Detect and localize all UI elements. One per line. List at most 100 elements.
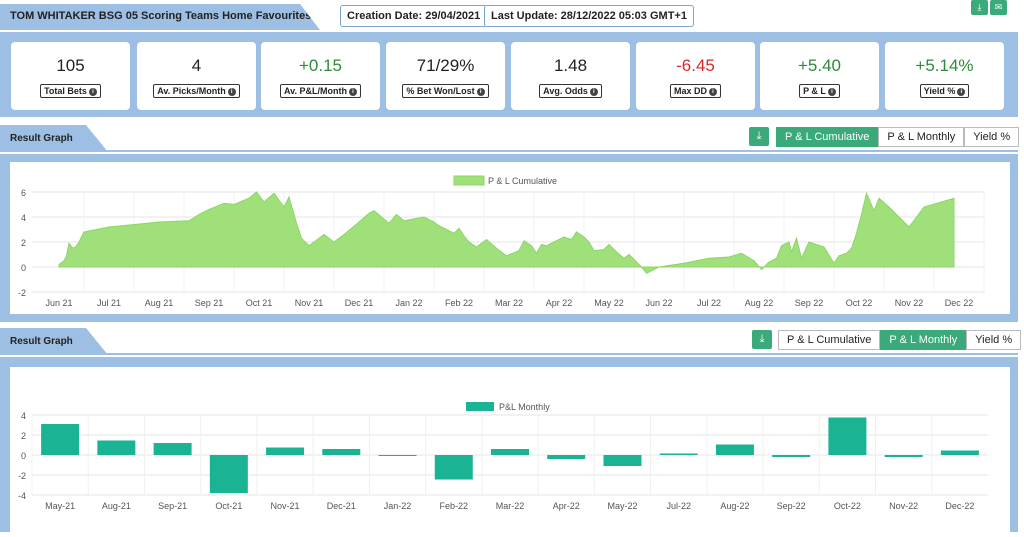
stat-card: 71/29% % Bet Won/Lost i (386, 42, 505, 110)
y-tick-label: -4 (18, 491, 26, 501)
chart-type-toggle-2[interactable]: P & L Cumulative P & L Monthly Yield % (778, 330, 1022, 350)
y-tick-label: 2 (21, 238, 26, 248)
tab-pl-cumulative[interactable]: P & L Cumulative (776, 127, 879, 147)
y-tick-label: -2 (18, 471, 26, 481)
stat-card: +5.14% Yield % i (885, 42, 1004, 110)
stat-label[interactable]: Avg. Odds i (539, 84, 602, 98)
result-graph-title: Result Graph (0, 125, 108, 152)
stat-value: 1.48 (553, 56, 588, 75)
y-tick-label: 0 (21, 263, 26, 273)
x-tick-label: Feb 22 (445, 298, 473, 308)
bar (659, 453, 698, 455)
stat-value: -6.45 (676, 56, 715, 75)
x-tick-label: Jul 22 (697, 298, 721, 308)
y-tick-label: 6 (21, 188, 26, 198)
stat-label-text: Total Bets (44, 86, 87, 96)
stat-label-text: Yield % (923, 86, 956, 96)
download-chart-button-2[interactable]: ⤓ (752, 330, 772, 349)
x-tick-label: May-22 (607, 501, 637, 511)
bar (434, 455, 473, 480)
bar (266, 447, 305, 455)
bar (322, 449, 361, 455)
x-tick-label: Oct-21 (215, 501, 242, 511)
y-tick-label: 4 (21, 213, 26, 223)
stat-label[interactable]: Yield % i (919, 84, 970, 98)
x-tick-label: Aug 21 (145, 298, 174, 308)
bar (153, 443, 192, 455)
stat-label-text: Av. P&L/Month (284, 86, 347, 96)
y-tick-label: -2 (18, 288, 26, 298)
envelope-icon[interactable]: ✉ (990, 0, 1007, 15)
x-tick-label: Sep 21 (195, 298, 224, 308)
stat-label-text: Max DD (673, 86, 707, 96)
bar (547, 455, 586, 459)
info-icon: i (709, 87, 717, 96)
stat-value: +0.15 (298, 56, 342, 75)
stat-card: -6.45 Max DD i (636, 42, 755, 110)
x-tick-label: Jul-22 (666, 501, 691, 511)
tab-yield[interactable]: Yield % (964, 127, 1020, 147)
download-icon[interactable]: ⤓ (971, 0, 988, 15)
x-tick-label: Aug 22 (745, 298, 774, 308)
chart-type-toggle-1[interactable]: P & L Cumulative P & L Monthly Yield % (776, 127, 1020, 147)
x-tick-label: Oct 21 (246, 298, 273, 308)
bar (772, 455, 811, 457)
result-graph-title-2: Result Graph (0, 328, 108, 355)
x-tick-label: Aug-22 (720, 501, 749, 511)
stat-value: 71/29% (416, 56, 475, 75)
stat-card: +0.15 Av. P&L/Month i (261, 42, 380, 110)
stat-card: 1.48 Avg. Odds i (511, 42, 630, 110)
tab-pl-monthly-2[interactable]: P & L Monthly (880, 330, 967, 350)
stat-value: 105 (56, 56, 85, 75)
x-tick-label: Jul 21 (97, 298, 121, 308)
last-update: Last Update: 28/12/2022 05:03 GMT+1 (484, 5, 694, 27)
download-chart-button[interactable]: ⤓ (749, 127, 769, 146)
info-icon: i (957, 87, 966, 96)
stat-label[interactable]: Max DD i (669, 84, 721, 98)
x-tick-label: Sep-21 (158, 501, 187, 511)
series-area (58, 191, 955, 274)
x-tick-label: May-21 (45, 501, 75, 511)
x-tick-label: Apr 22 (546, 298, 573, 308)
bar (209, 455, 248, 493)
info-icon: i (827, 87, 836, 96)
info-icon: i (227, 87, 236, 96)
x-tick-label: Jan 22 (395, 298, 422, 308)
x-tick-label: Feb-22 (439, 501, 468, 511)
x-tick-label: Oct 22 (846, 298, 873, 308)
bar (378, 455, 417, 456)
stat-label[interactable]: % Bet Won/Lost i (402, 84, 489, 98)
x-tick-label: Dec 21 (345, 298, 374, 308)
y-tick-label: 0 (21, 451, 26, 461)
bar (603, 455, 642, 466)
stat-value: +5.40 (797, 56, 841, 75)
tab-pl-cumulative-2[interactable]: P & L Cumulative (778, 330, 881, 350)
x-tick-label: Aug-21 (102, 501, 131, 511)
tab-pl-monthly[interactable]: P & L Monthly (878, 127, 965, 147)
stat-label[interactable]: Av. P&L/Month i (280, 84, 361, 98)
x-tick-label: May 22 (594, 298, 624, 308)
x-tick-label: Dec-21 (327, 501, 356, 511)
legend-label: P&L Monthly (499, 402, 550, 412)
tab-yield-2[interactable]: Yield % (966, 330, 1022, 350)
stat-label-text: Avg. Odds (543, 86, 588, 96)
info-icon: i (88, 87, 97, 96)
x-tick-label: Mar-22 (496, 501, 525, 511)
bar (97, 440, 136, 455)
x-tick-label: Dec-22 (945, 501, 974, 511)
stat-label[interactable]: Av. Picks/Month i (153, 84, 240, 98)
section-divider-2 (0, 353, 1018, 355)
stat-card: 105 Total Bets i (11, 42, 130, 110)
x-tick-label: Mar 22 (495, 298, 523, 308)
x-tick-label: Apr-22 (553, 501, 580, 511)
stat-label-text: Av. Picks/Month (157, 86, 226, 96)
bar (828, 417, 867, 455)
info-icon: i (349, 87, 357, 96)
stat-label[interactable]: Total Bets i (40, 84, 101, 98)
x-tick-label: Sep-22 (777, 501, 806, 511)
x-tick-label: Nov-22 (889, 501, 918, 511)
chart-frame-1: -2 0 2 4 6 Jun 21 Jul 21 Aug 21 Sep 21 Oct 21 Nov … (0, 154, 1018, 322)
x-tick-label: Jan-22 (384, 501, 412, 511)
